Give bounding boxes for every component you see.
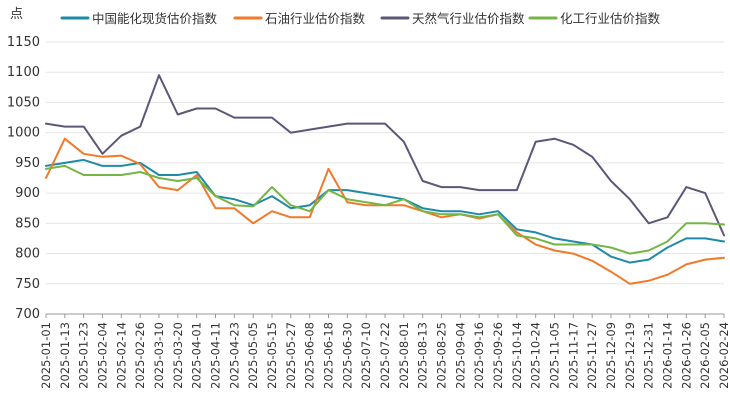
- x-tick-label: 2025-12-09: [604, 322, 618, 389]
- x-tick-label: 2025-12-19: [623, 322, 637, 389]
- x-tick-label: 2025-02-04: [96, 322, 110, 389]
- x-tick-label: 2025-04-23: [227, 322, 241, 389]
- y-tick-label: 750: [15, 277, 40, 292]
- y-axis-ticks: 700 750 800 850 900 950 1000 1050 1100 1150: [7, 35, 40, 322]
- x-tick-label: 2025-07-22: [378, 322, 392, 389]
- x-tick-label: 2025-02-14: [114, 322, 128, 389]
- y-tick-label: 900: [15, 186, 40, 201]
- x-tick-label: 2025-09-26: [491, 322, 505, 389]
- x-tick-label: 2025-10-24: [529, 322, 543, 389]
- y-tick-label: 1000: [7, 126, 40, 141]
- x-tick-label: 2025-05-27: [284, 322, 298, 389]
- series-line-4: [45, 164, 725, 255]
- y-tick-label: 850: [15, 216, 40, 231]
- legend-label: 化工行业估价指数: [560, 11, 661, 26]
- series-line-3: [45, 74, 725, 237]
- x-tick-label: 2025-08-01: [397, 322, 411, 389]
- x-tick-label: 2025-01-13: [58, 322, 72, 389]
- x-tick-label: 2025-12-31: [642, 322, 656, 389]
- x-tick-label: 2025-07-10: [359, 322, 373, 389]
- x-tick-label: 2025-05-15: [265, 322, 279, 389]
- y-tick-label: 700: [15, 307, 40, 322]
- legend-label: 石油行业估价指数: [265, 11, 366, 26]
- x-tick-label: 2025-05-05: [246, 322, 260, 389]
- x-tick-label: 2025-10-14: [510, 322, 524, 389]
- x-tick-label: 2026-01-26: [679, 322, 693, 389]
- legend-item-3[interactable]: 天然气行业估价指数: [380, 11, 525, 26]
- x-tick-label: 2025-06-30: [340, 322, 354, 389]
- grid-lines: [46, 41, 724, 315]
- x-tick-label: 2025-03-20: [171, 322, 185, 389]
- x-tick-label: 2025-08-25: [435, 322, 449, 389]
- x-tick-label: 2026-01-14: [661, 322, 675, 389]
- x-tick-label: 2025-03-10: [152, 322, 166, 389]
- y-tick-label: 950: [15, 156, 40, 171]
- x-tick-label: 2025-02-26: [133, 322, 147, 389]
- x-tick-label: 2025-11-17: [566, 322, 580, 389]
- legend-label: 天然气行业估价指数: [412, 11, 525, 26]
- legend-label: 中国能化现货估价指数: [92, 11, 218, 26]
- x-tick-label: 2025-11-05: [548, 322, 562, 389]
- x-tick-label: 2025-01-23: [77, 322, 91, 389]
- legend-item-1[interactable]: 中国能化现货估价指数: [60, 11, 218, 26]
- y-tick-label: 800: [15, 247, 40, 262]
- y-axis-unit-label: 点: [10, 7, 23, 22]
- x-tick-label: 2025-06-08: [303, 322, 317, 389]
- x-tick-label: 2025-04-11: [209, 322, 223, 389]
- x-tick-label: 2025-01-01: [39, 322, 53, 389]
- legend-item-2[interactable]: 石油行业估价指数: [233, 11, 366, 26]
- chart-legend: 中国能化现货估价指数 石油行业估价指数 天然气行业估价指数 化工行业估价指数: [60, 11, 661, 26]
- x-tick-label: 2026-02-24: [717, 322, 730, 389]
- y-tick-label: 1050: [7, 95, 40, 110]
- x-axis: 2025-01-01 2025-01-13 2025-01-23 2025-02-04…: [39, 313, 730, 389]
- plot-area: [45, 74, 725, 285]
- x-tick-label: 2025-08-13: [416, 322, 430, 389]
- x-tick-label: 2025-09-16: [472, 322, 486, 389]
- y-tick-label: 1100: [7, 65, 40, 80]
- x-tick-label: 2025-11-27: [585, 322, 599, 389]
- x-tick-label: 2026-02-05: [698, 322, 712, 389]
- series-line-2: [45, 137, 725, 285]
- legend-item-4[interactable]: 化工行业估价指数: [528, 11, 661, 26]
- series-line-1: [45, 158, 725, 264]
- y-tick-label: 1150: [7, 35, 40, 50]
- x-tick-label: 2025-04-01: [190, 322, 204, 389]
- x-tick-label: 2025-06-18: [322, 322, 336, 389]
- x-tick-label: 2025-09-04: [453, 322, 467, 389]
